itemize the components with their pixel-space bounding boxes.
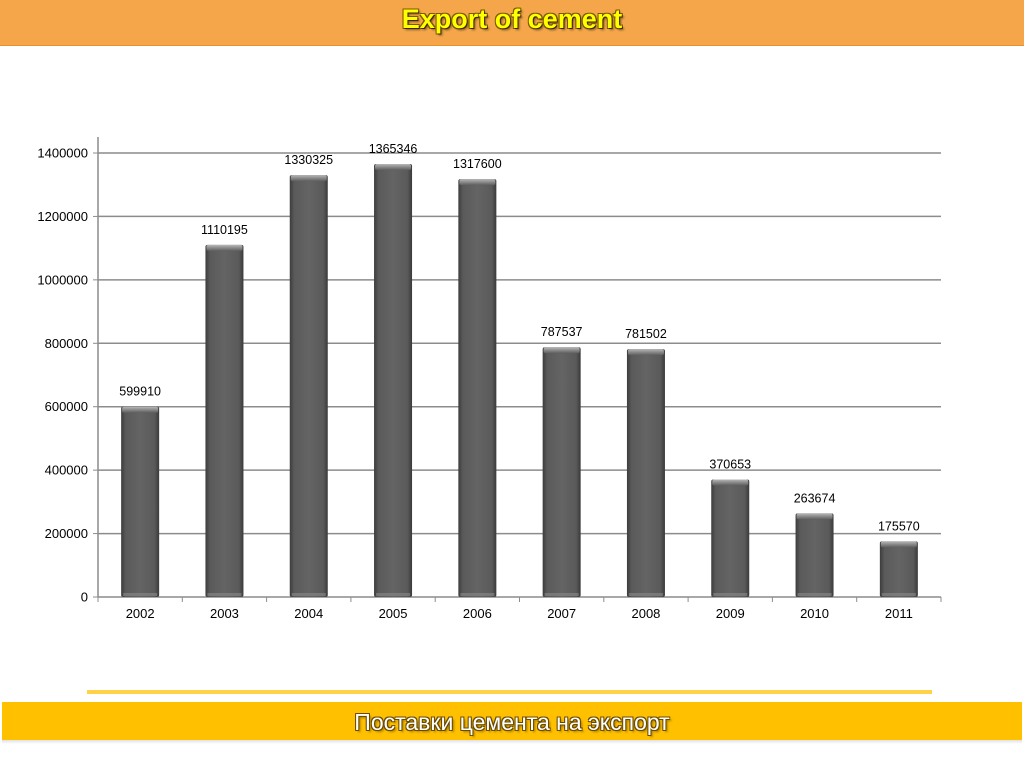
y-tick-label: 200000 xyxy=(45,526,88,541)
bar-cap xyxy=(543,347,580,354)
footer-shadow xyxy=(2,740,1022,744)
data-label: 263674 xyxy=(794,491,836,505)
divider-line xyxy=(87,690,932,694)
bar-base xyxy=(123,593,158,596)
bar-cap xyxy=(796,513,833,520)
bar-base xyxy=(207,593,242,596)
x-tick-label: 2002 xyxy=(126,606,155,621)
bar-base xyxy=(628,593,663,596)
data-label: 781502 xyxy=(625,327,667,341)
x-tick-label: 2010 xyxy=(800,606,829,621)
bar-cap xyxy=(206,244,243,251)
data-label: 175570 xyxy=(878,519,920,533)
data-label: 1365346 xyxy=(369,142,418,156)
x-tick-label: 2005 xyxy=(379,606,408,621)
bar-cap xyxy=(459,179,496,186)
y-tick-label: 1000000 xyxy=(37,272,88,287)
y-tick-label: 0 xyxy=(81,590,88,605)
x-tick-label: 2007 xyxy=(547,606,576,621)
y-tick-label: 1400000 xyxy=(37,146,88,161)
bar xyxy=(289,175,328,597)
x-tick-label: 2006 xyxy=(463,606,492,621)
data-label: 1110195 xyxy=(201,223,248,237)
axes: 0 200000 400000 600000 800000 1000000 1200000 1… xyxy=(37,137,942,621)
bar xyxy=(711,479,750,597)
x-tick-label: 2003 xyxy=(210,606,239,621)
data-label: 1330325 xyxy=(284,153,333,167)
bar-cap xyxy=(375,163,412,170)
bar-cap xyxy=(122,406,159,413)
bar xyxy=(205,244,244,597)
title-bar: Export of cement xyxy=(0,0,1024,46)
bar xyxy=(879,541,918,597)
y-tick-label: 800000 xyxy=(45,336,88,351)
bar xyxy=(374,163,413,597)
y-tick-label: 400000 xyxy=(45,463,88,478)
data-label: 1317600 xyxy=(453,157,502,171)
bars xyxy=(121,163,918,597)
bar-base xyxy=(460,593,495,596)
footer-caption: Поставки цемента на экспорт xyxy=(354,709,670,735)
bar-base xyxy=(376,593,411,596)
bar xyxy=(626,349,665,597)
x-tick-label: 2008 xyxy=(631,606,660,621)
y-tick-label: 1200000 xyxy=(37,209,88,224)
bar-cap xyxy=(880,541,917,548)
x-tick-label: 2011 xyxy=(885,606,913,621)
bar xyxy=(121,406,160,597)
bar xyxy=(795,513,834,597)
bar xyxy=(542,347,581,597)
slide-title: Export of cement xyxy=(401,4,623,34)
bar-cap xyxy=(712,479,749,486)
footer-bar: Поставки цемента на экспорт xyxy=(2,702,1022,740)
bar-base xyxy=(544,593,579,596)
y-tick-label: 600000 xyxy=(45,399,88,414)
x-tick-label: 2009 xyxy=(716,606,745,621)
bar-cap xyxy=(627,349,664,356)
bar-base xyxy=(713,593,748,596)
data-labels: 599910 1110195 1330325 1365346 1317600 787537… xyxy=(119,142,919,533)
data-label: 787537 xyxy=(541,325,583,339)
x-tick-label: 2004 xyxy=(294,606,323,621)
bar xyxy=(458,179,497,597)
bar-cap xyxy=(290,175,327,182)
data-label: 370653 xyxy=(709,457,751,471)
bar-base xyxy=(881,593,916,596)
bar-base xyxy=(797,593,832,596)
bar-base xyxy=(291,593,326,596)
data-label: 599910 xyxy=(119,385,161,399)
